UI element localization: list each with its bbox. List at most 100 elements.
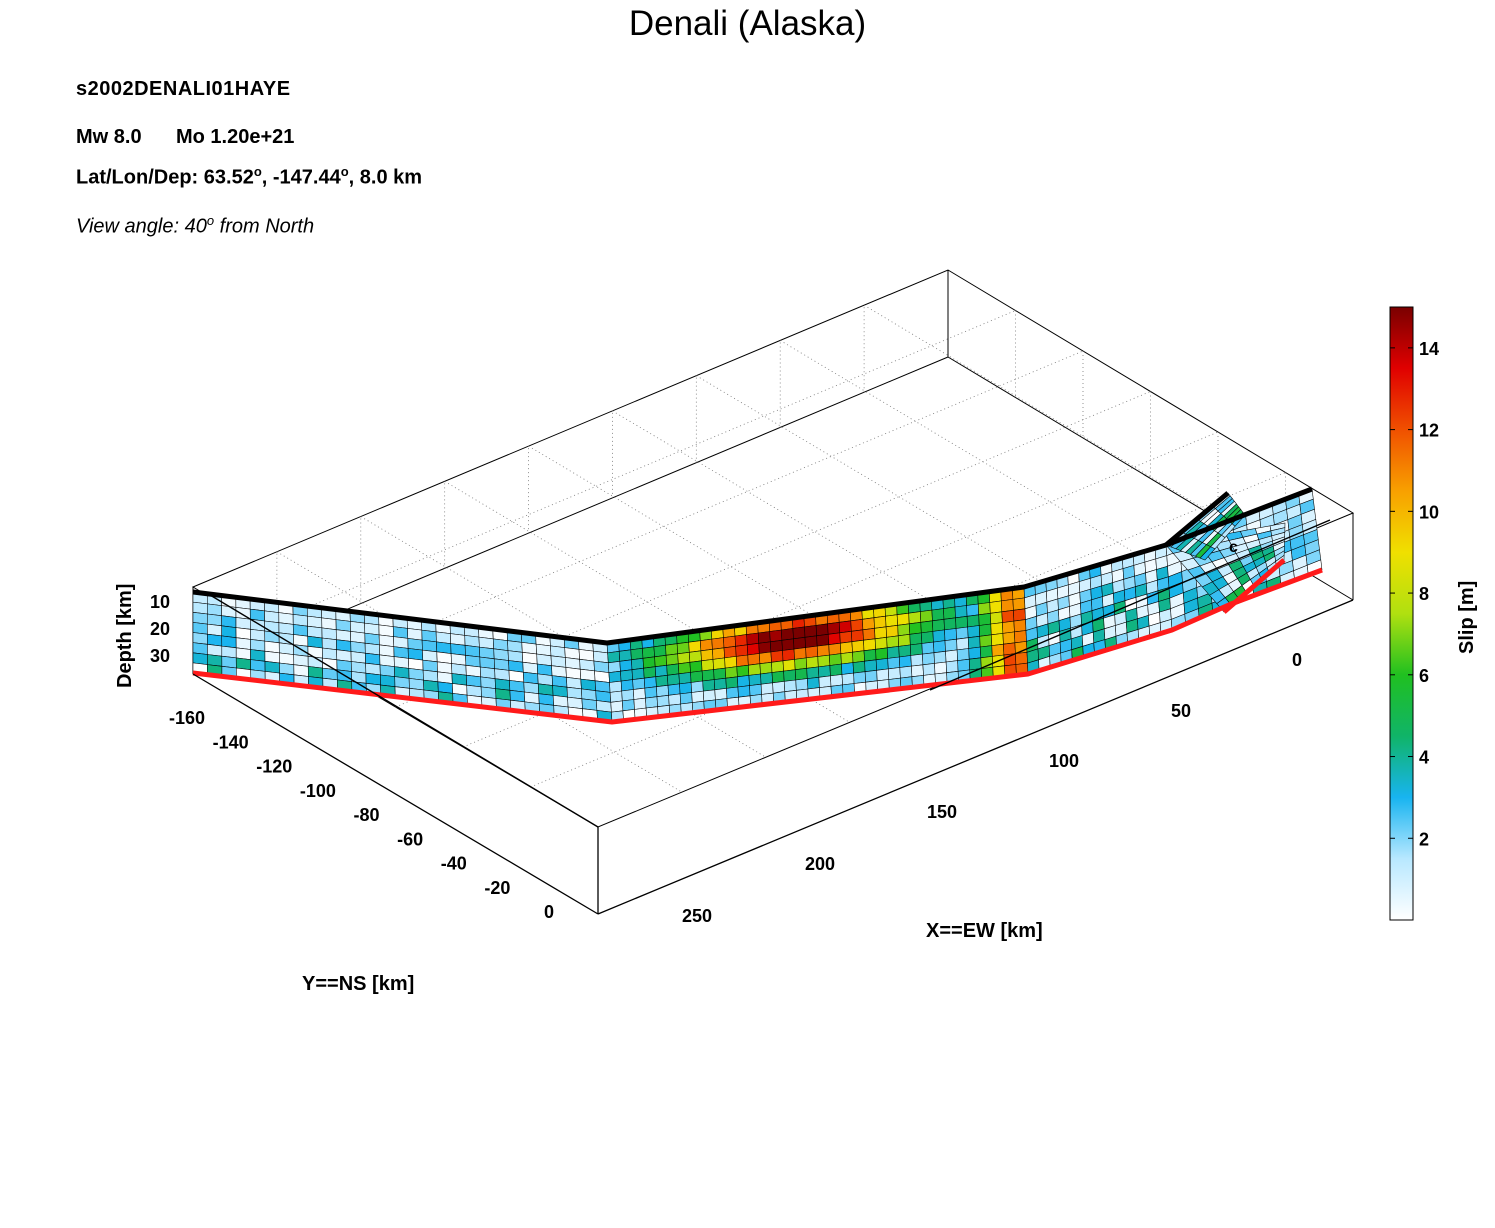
slip-cell (932, 618, 945, 632)
view-angle-prefix: View angle: 40 (76, 215, 207, 238)
slip-cell (192, 601, 208, 615)
trace-line (929, 519, 1331, 691)
slip-cell (805, 645, 819, 659)
surface-trace (204, 519, 1331, 828)
slip-cell (364, 632, 380, 646)
grid-line (863, 304, 1270, 549)
slip-cell (760, 682, 774, 695)
slip-cell (770, 639, 783, 653)
chart-title: Denali (Alaska) (628, 4, 867, 43)
slip-cell (896, 612, 910, 626)
slip-cell (619, 659, 633, 672)
slip-cell (944, 638, 958, 652)
slip-cell (759, 651, 772, 665)
slip-cell (279, 662, 295, 676)
y-tick-label: -60 (397, 829, 423, 849)
fault-bottom-edge (192, 567, 1323, 725)
slip-cell (378, 634, 395, 647)
slip-cell (736, 664, 750, 678)
view-angle-line: View angle: 40o from North (76, 213, 314, 239)
slip-cell (839, 630, 853, 644)
slip-cell (966, 603, 979, 617)
slip-cell (667, 673, 680, 686)
grid-line (276, 551, 683, 793)
slip-cell (335, 629, 351, 642)
magnitude-line: Mw 8.0 Mo 1.20e+21 (76, 126, 294, 149)
slip-cell (827, 621, 841, 635)
slip-cell (875, 647, 888, 661)
slip-cell (829, 663, 843, 677)
slip-cell (379, 654, 395, 667)
slip-cell (920, 620, 934, 634)
slip-cell (921, 631, 934, 644)
slip-cell (250, 649, 266, 662)
slip-cell (769, 629, 783, 643)
slip-cell (876, 668, 890, 682)
slip-cell (746, 632, 759, 646)
colorbar-tick-label: 2 (1419, 829, 1429, 849)
slip-cell (862, 617, 875, 631)
slip-cell (804, 625, 817, 638)
slip-cell (642, 646, 655, 659)
slip-cell (679, 692, 693, 705)
z-tick-label: 10 (150, 592, 170, 612)
slip-cell (956, 637, 969, 651)
axes-box-front (192, 599, 1354, 915)
slip-cell (336, 659, 352, 672)
slip-cell (772, 681, 786, 694)
x-tick-label: 200 (805, 854, 835, 874)
slip-cell (979, 634, 993, 648)
slip-cell (307, 615, 323, 629)
slip-cell (666, 663, 680, 676)
slip-cell (828, 642, 842, 656)
slip-cell (609, 690, 623, 703)
slip-cell (1015, 651, 1028, 665)
slip-cell (978, 612, 992, 626)
slip-cell (943, 606, 956, 620)
view-angle-suffix: from North (214, 215, 315, 238)
slip-cell (643, 676, 657, 689)
slip-cell (829, 653, 842, 666)
slip-cell (656, 694, 670, 708)
slip-cell (944, 628, 957, 641)
trace-line (204, 591, 599, 828)
slip-cell (1002, 620, 1015, 634)
slip-cell (365, 662, 381, 676)
slip-cell (1002, 631, 1016, 645)
colorbar-tick-label: 6 (1419, 666, 1429, 686)
colorbar-ticks: 2 4 6 8 10 12 14 (1390, 339, 1439, 849)
slip-cell (875, 658, 889, 671)
slip-cell (631, 667, 645, 680)
slip-cell (980, 656, 994, 669)
slip-cell (630, 647, 644, 661)
slip-cell (235, 657, 251, 671)
x-axis-label: X==EW [km] (926, 920, 1043, 942)
slip-cell (862, 627, 876, 641)
slip-cell (378, 624, 394, 637)
slip-cell (665, 643, 678, 656)
slip-cell (408, 668, 424, 681)
slip-cell (899, 655, 912, 668)
slip-cell (818, 665, 831, 678)
slip-cell (968, 646, 982, 660)
slip-cell (407, 628, 423, 641)
slip-cell (644, 686, 658, 699)
slip-cell (885, 614, 898, 628)
slip-cell (863, 648, 877, 662)
slip-cell (436, 661, 453, 674)
slip-cell (955, 615, 968, 629)
slip-cell (654, 654, 667, 668)
slip-cell (293, 664, 309, 677)
slip-cell (678, 672, 692, 685)
slip-cell (887, 656, 901, 670)
slip-cell (679, 682, 692, 695)
slip-cell (933, 650, 947, 664)
z-tick-label: 20 (150, 619, 170, 639)
colorbar-tick-label: 12 (1419, 421, 1439, 441)
slip-cell (840, 651, 854, 665)
slip-cell (933, 640, 946, 654)
slip-cell (192, 652, 208, 665)
slip-cell (804, 635, 818, 648)
slip-cell (783, 669, 797, 682)
slip-cell (690, 670, 703, 683)
